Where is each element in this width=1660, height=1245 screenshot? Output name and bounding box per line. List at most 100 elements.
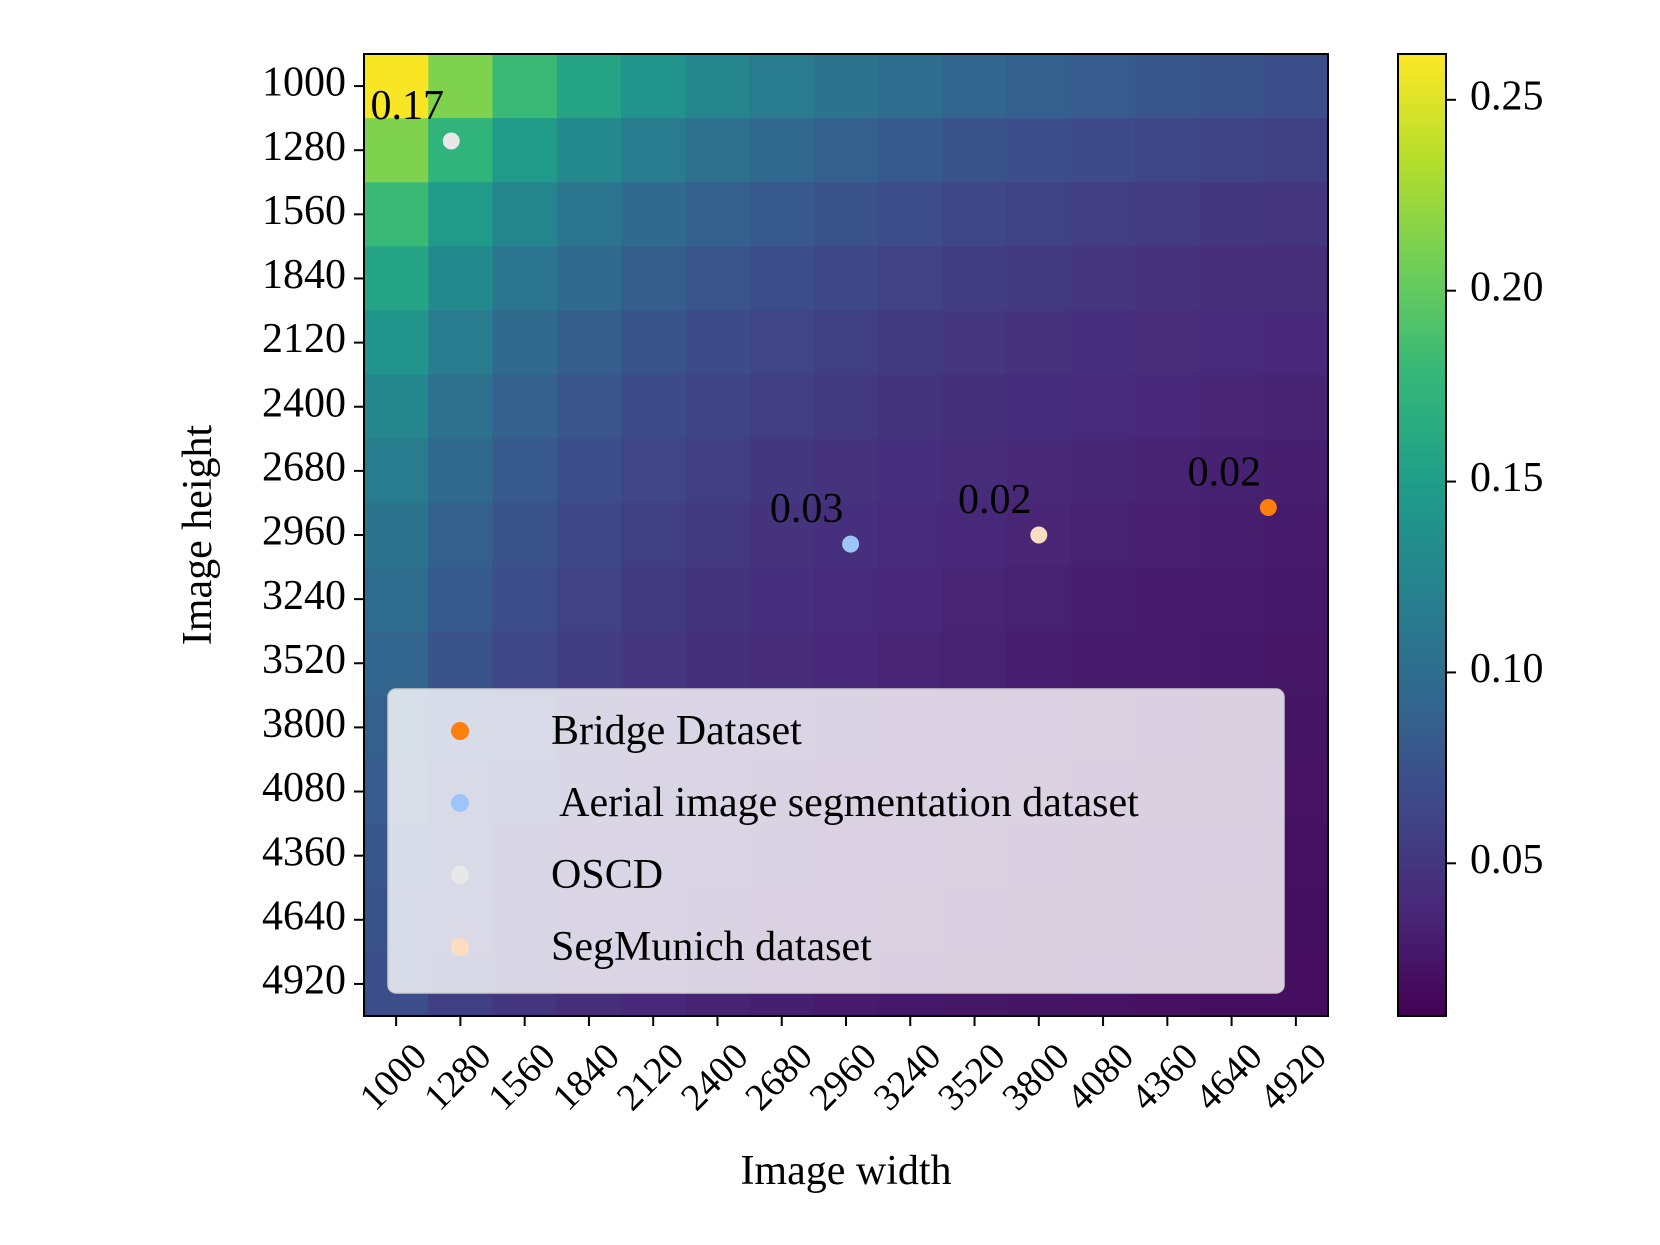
heatmap-cell xyxy=(1135,182,1201,247)
heatmap-cell xyxy=(1263,631,1329,696)
y-tick-label: 1280 xyxy=(262,124,346,170)
heatmap-cell xyxy=(556,567,622,632)
x-tick-label: 1000 xyxy=(352,1035,435,1118)
heatmap-cell xyxy=(749,631,815,696)
heatmap-cell xyxy=(1135,502,1201,568)
dataset-point xyxy=(842,535,860,553)
dataset-value-label: 0.17 xyxy=(370,83,444,129)
y-tick-label: 4920 xyxy=(262,958,346,1004)
heatmap-cell xyxy=(492,310,558,376)
y-tick-label: 2680 xyxy=(262,445,346,491)
heatmap-cell xyxy=(556,54,622,119)
colorbar-ticks: 0.05 0.10 0.15 0.20 0.25 xyxy=(1446,73,1544,883)
heatmap-cell xyxy=(556,502,622,568)
heatmap-cell xyxy=(556,631,622,696)
x-tick-label: 2120 xyxy=(609,1035,692,1118)
heatmap-cell xyxy=(1135,374,1201,440)
heatmap-cell xyxy=(813,310,879,376)
heatmap-cell xyxy=(749,54,815,119)
heatmap-cell xyxy=(428,567,494,632)
heatmap-cell xyxy=(1135,54,1201,119)
heatmap-cell xyxy=(364,567,429,632)
heatmap-cell xyxy=(1263,374,1329,440)
y-tick-label: 2400 xyxy=(262,380,346,426)
heatmap-cell xyxy=(428,182,494,247)
heatmap-cell xyxy=(428,310,494,376)
heatmap-cell xyxy=(364,502,429,568)
heatmap-cell xyxy=(556,310,622,376)
heatmap-cell xyxy=(1135,118,1201,183)
heatmap-cell xyxy=(942,374,1008,440)
heatmap-cell xyxy=(1070,118,1136,183)
heatmap-cell xyxy=(1006,118,1072,183)
heatmap-cell xyxy=(685,54,751,119)
heatmap-cell xyxy=(556,182,622,247)
heatmap-cell xyxy=(942,567,1008,632)
colorbar-tick-label: 0.15 xyxy=(1470,455,1544,501)
x-axis-label: Image width xyxy=(740,1148,951,1194)
heatmap-cell xyxy=(1199,246,1265,312)
heatmap-cell xyxy=(621,567,686,632)
heatmap-cell xyxy=(1070,374,1136,440)
heatmap-cell xyxy=(813,118,879,183)
heatmap-cell xyxy=(685,631,751,696)
x-tick-label: 4920 xyxy=(1251,1035,1334,1118)
heatmap-cell xyxy=(621,246,686,312)
y-tick-label: 1000 xyxy=(262,60,346,106)
heatmap-cell xyxy=(428,374,494,440)
heatmap-cell xyxy=(878,631,943,696)
heatmap-cell xyxy=(621,54,686,119)
y-tick-label: 2120 xyxy=(262,316,346,362)
heatmap-cell xyxy=(364,246,429,312)
legend-label-bridge: Bridge Dataset xyxy=(551,708,802,754)
heatmap-cell xyxy=(1263,182,1329,247)
y-axis: 1000 1280 1560 1840 2120 2400 2680 2960 3240 3520… xyxy=(262,60,364,1004)
dataset-point xyxy=(1030,526,1048,544)
heatmap-cell xyxy=(428,502,494,568)
colorbar-tick-label: 0.05 xyxy=(1470,837,1544,883)
heatmap-cell xyxy=(364,310,429,376)
heatmap-cell xyxy=(1263,310,1329,376)
dataset-point xyxy=(442,132,460,150)
heatmap-cell xyxy=(942,438,1008,504)
legend-label-segmunich: SegMunich dataset xyxy=(551,924,872,970)
y-tick-label: 2960 xyxy=(262,509,346,555)
heatmap-cell xyxy=(878,54,943,119)
heatmap-cell xyxy=(621,438,686,504)
heatmap-cell xyxy=(1006,246,1072,312)
heatmap-cell xyxy=(364,54,429,119)
x-tick-label: 1280 xyxy=(416,1035,499,1118)
legend: Bridge Dataset Aerial image segmentation… xyxy=(387,688,1285,994)
heatmap-cell xyxy=(1070,567,1136,632)
heatmap-cell xyxy=(942,246,1008,312)
heatmap-cell xyxy=(813,182,879,247)
heatmap-cell xyxy=(878,118,943,183)
heatmap-cell xyxy=(749,438,815,504)
heatmap-cell xyxy=(1263,118,1329,183)
heatmap-cell xyxy=(1199,118,1265,183)
heatmap-cell xyxy=(1199,182,1265,247)
heatmap-cell xyxy=(878,310,943,376)
heatmap-cell xyxy=(749,310,815,376)
heatmap-cell xyxy=(1263,567,1329,632)
heatmap-cell xyxy=(621,374,686,440)
heatmap-cell xyxy=(878,182,943,247)
heatmap-cell xyxy=(428,438,494,504)
heatmap-cell xyxy=(942,118,1008,183)
heatmap-cell xyxy=(556,438,622,504)
dataset-points: 0.02 0.03 0.17 0.02 xyxy=(370,83,1277,553)
x-tick-label: 2960 xyxy=(802,1035,885,1118)
heatmap-cell xyxy=(813,374,879,440)
heatmap-cell xyxy=(428,246,494,312)
heatmap-cell xyxy=(1199,631,1265,696)
dataset-value-label: 0.03 xyxy=(770,486,844,532)
heatmap-cell xyxy=(813,438,879,504)
heatmap-cell xyxy=(364,438,429,504)
heatmap-cell xyxy=(1199,502,1265,568)
x-tick-label: 4080 xyxy=(1059,1035,1142,1118)
x-tick-label: 1840 xyxy=(545,1035,628,1118)
legend-marker-bridge xyxy=(451,722,469,740)
heatmap-cell xyxy=(1263,246,1329,312)
heatmap-cell xyxy=(685,118,751,183)
heatmap-cell xyxy=(1135,246,1201,312)
